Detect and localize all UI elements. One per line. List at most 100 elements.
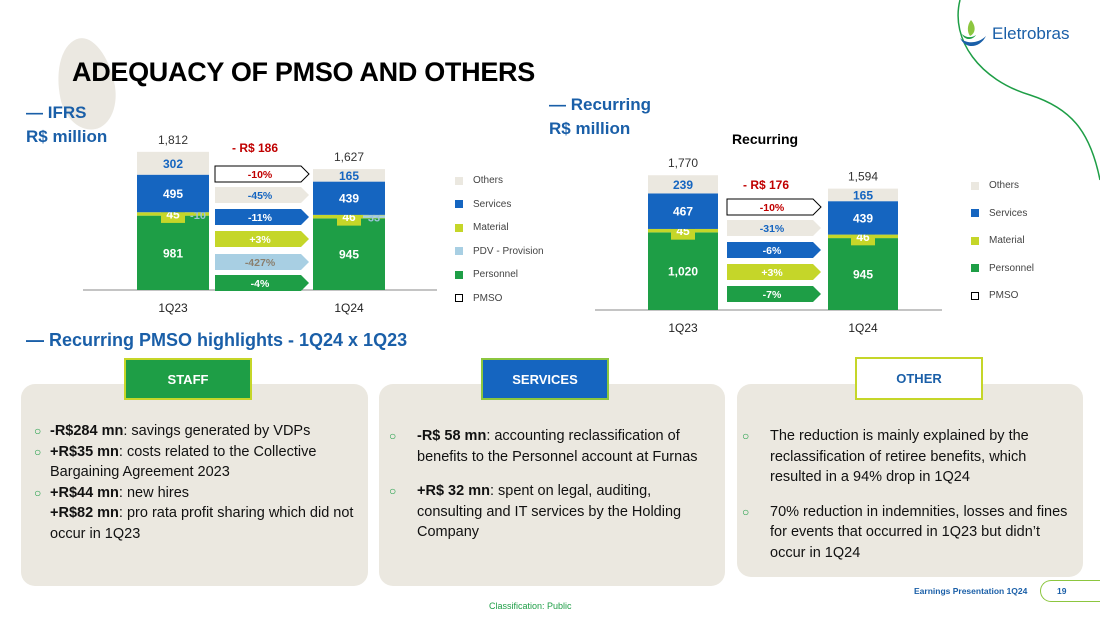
legend-swatch-pmso <box>971 291 979 300</box>
bullet-circle-icon: ○ <box>34 485 42 500</box>
category-label-1q24: 1Q24 <box>334 301 364 315</box>
bullet-circle-icon: ○ <box>742 429 750 443</box>
label-services-1q23: 467 <box>673 205 693 219</box>
staff-tag: STAFF <box>124 358 252 400</box>
bullet-spacer <box>742 488 1072 502</box>
bar-services-1q23 <box>137 174 209 213</box>
variation-label-others: -45% <box>248 190 273 202</box>
bullet-text: : savings generated by VDPs <box>123 423 311 439</box>
variation-label-personnel: -4% <box>251 278 270 290</box>
legend-label-others: Others <box>473 175 504 187</box>
legend-label-pmso: PMSO <box>473 292 503 304</box>
variation-label-personnel: -7% <box>763 289 782 301</box>
bullet-amount: +R$44 mn <box>50 484 119 501</box>
footer-presentation: Earnings Presentation 1Q24 <box>914 586 1028 596</box>
category-label-1q24: 1Q24 <box>848 321 878 335</box>
recurring-label-line2: R$ million <box>549 119 631 138</box>
variation-arrow-others <box>215 187 309 203</box>
bullet-text: : pro rata profit sharing which did not … <box>50 505 354 542</box>
legend-label-material: Material <box>473 222 509 234</box>
legend-item-services: Services <box>455 193 544 217</box>
variation-label-pdv-provision: -427% <box>245 257 276 269</box>
variation-arrow-pdv-provision <box>215 254 309 270</box>
ifrs-label-line1: — IFRS <box>26 103 87 122</box>
bar-others-1q23 <box>137 151 209 175</box>
label-personnel-1q24: 945 <box>339 248 359 262</box>
legend-item-material: Material <box>971 227 1034 255</box>
recurring-label-line1: — Recurring <box>549 95 652 114</box>
total-label-1q24: 1,594 <box>848 170 878 184</box>
bar-others-1q23 <box>648 175 718 194</box>
bar-others-1q24 <box>828 188 898 202</box>
legend-label-services: Services <box>989 207 1028 219</box>
legend-label-services: Services <box>473 198 512 210</box>
staff-bullets: ○ -R$284 mn: savings generated by VDPs ○ +R… <box>34 421 354 544</box>
highlights-title: — Recurring PMSO highlights - 1Q24 x 1Q2… <box>26 330 408 350</box>
variation-arrow-personnel <box>727 286 821 302</box>
bullet-amount: +R$82 mn <box>50 505 119 521</box>
bar-services-1q24 <box>313 181 385 215</box>
legend-item-personnel: Personnel <box>455 263 544 287</box>
legend-item-pmso: PMSO <box>971 282 1034 310</box>
variation-label-services: -6% <box>763 245 782 257</box>
page-title: ADEQUACY OF PMSO AND OTHERS <box>72 57 535 87</box>
recurring-pmso-chart: Recurring1,020454672391,7701Q23945464391… <box>595 131 942 335</box>
variation-arrow-services <box>727 242 821 258</box>
bullet-circle-icon: ○ <box>34 444 42 459</box>
variation-arrow-pmso <box>726 198 822 216</box>
bullet-amount: +R$ 32 mn <box>417 483 490 499</box>
label-services-1q23: 495 <box>163 187 183 201</box>
legend-label-pdv-provision: PDV - Provision <box>473 245 544 257</box>
bullet-circle-icon: ○ <box>389 429 397 443</box>
recurring-chart-legend: Others Services Material Personnel PMSO <box>971 172 1034 304</box>
bullet-item: ○ +R$35 mn: costs related to the Collecti… <box>34 442 354 483</box>
legend-swatch-pmso <box>455 294 463 303</box>
bullet-text: : accounting reclassification of benefit… <box>417 428 698 465</box>
bar-services-1q23 <box>648 193 718 229</box>
variation-arrow-others <box>727 220 821 236</box>
ifrs-chart-legend: Others Services Material PDV - Provision Per… <box>455 169 544 310</box>
legend-swatch-others <box>971 181 979 190</box>
staff-card <box>21 384 368 586</box>
variation-label-others: -31% <box>760 223 785 235</box>
total-label-1q24: 1,627 <box>334 150 364 164</box>
other-card <box>737 384 1083 577</box>
bar-personnel-1q23 <box>648 232 718 310</box>
footer-classification: Classification: Public <box>489 601 572 611</box>
label-pdv-provision-1q23: -10 <box>190 210 206 222</box>
services-tag: SERVICES <box>481 358 609 400</box>
legend-label-personnel: Personnel <box>989 262 1035 274</box>
variation-label-pmso: -10% <box>248 169 273 181</box>
legend-item-others: Others <box>455 169 544 193</box>
variation-label-material: +3% <box>249 234 271 246</box>
bullet-text: 70% reduction in indemnities, losses and… <box>770 503 1068 561</box>
variation-arrow-material <box>215 231 309 247</box>
page-number: 19 <box>1040 580 1100 602</box>
services-card <box>379 384 725 586</box>
legend-swatch-services <box>455 200 463 209</box>
legend-item-pmso: PMSO <box>455 287 544 311</box>
logo-text: Eletrobras <box>992 24 1070 43</box>
legend-swatch-personnel <box>971 264 979 273</box>
variation-arrow-material <box>727 264 821 280</box>
variation-arrow-pmso <box>214 165 310 183</box>
variation-label-pmso: -10% <box>760 202 785 214</box>
label-services-1q24: 439 <box>339 192 359 206</box>
bullet-text: : costs related to the Collective Bargai… <box>50 443 317 481</box>
legend-label-others: Others <box>989 180 1020 192</box>
bar-services-1q24 <box>828 201 898 235</box>
bullet-item: ○ +R$44 mn: new hires <box>34 483 354 504</box>
bullet-amount: +R$35 mn <box>50 443 119 460</box>
legend-item-material: Material <box>455 216 544 240</box>
eletrobras-logo: Eletrobras <box>958 18 1069 50</box>
total-label-1q23: 1,770 <box>668 156 698 170</box>
legend-label-personnel: Personnel <box>473 269 519 281</box>
legend-swatch-personnel <box>455 270 463 279</box>
legend-item-services: Services <box>971 200 1034 228</box>
legend-label-pmso: PMSO <box>989 290 1019 302</box>
bullet-amount: -R$ 58 mn <box>417 428 487 444</box>
category-label-1q23: 1Q23 <box>668 321 698 335</box>
label-pdv-provision-1q24: 33 <box>368 213 380 225</box>
label-others-1q23: 302 <box>163 157 183 171</box>
